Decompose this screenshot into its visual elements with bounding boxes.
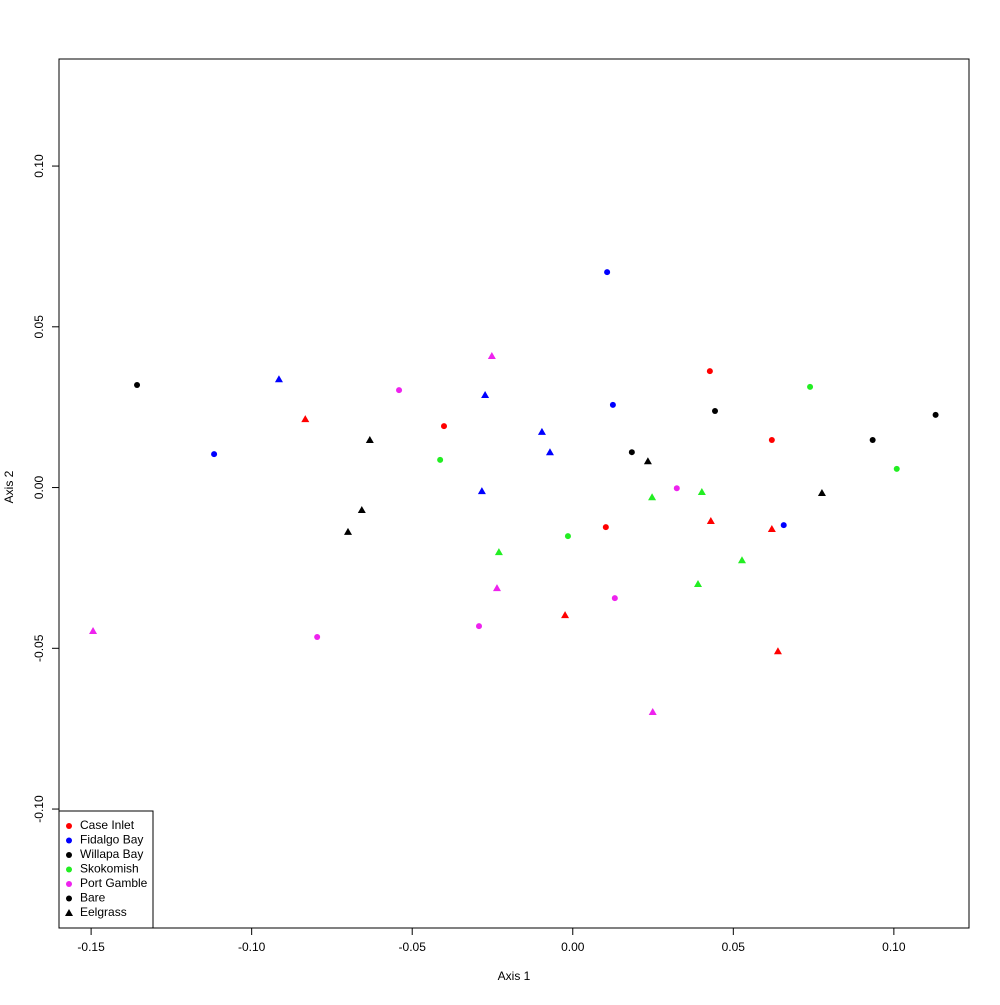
data-point	[211, 451, 218, 458]
x-tick-label: 0.00	[561, 940, 585, 954]
data-point	[487, 352, 496, 360]
data-point	[697, 488, 706, 496]
data-point	[537, 427, 546, 435]
legend-label: Case Inlet	[80, 818, 135, 832]
y-tick-label: 0.05	[32, 315, 46, 339]
data-point	[628, 449, 635, 456]
data-point	[737, 556, 746, 564]
data-point	[869, 436, 876, 443]
x-tick-label: -0.15	[77, 940, 105, 954]
data-point	[301, 415, 310, 423]
data-point	[602, 524, 609, 531]
data-point	[494, 548, 503, 556]
legend-box	[58, 810, 154, 929]
legend-label: Port Gamble	[80, 876, 148, 890]
data-point	[773, 647, 782, 655]
y-tick-label: -0.05	[32, 634, 46, 662]
data-point	[609, 401, 616, 408]
legend-marker	[66, 895, 72, 902]
y-axis-label: Axis 2	[2, 470, 16, 503]
legend-marker	[65, 909, 73, 916]
y-tick-label: -0.10	[32, 795, 46, 823]
data-point	[89, 626, 98, 634]
data-point	[481, 390, 490, 398]
y-tick-label: 0.00	[32, 476, 46, 500]
data-point	[134, 381, 141, 388]
data-point	[780, 522, 787, 529]
data-point	[437, 456, 444, 463]
data-point	[564, 533, 571, 540]
data-point	[441, 423, 447, 430]
data-point	[343, 527, 352, 535]
legend-label: Fidalgo Bay	[80, 833, 143, 847]
data-point	[643, 457, 652, 465]
x-tick-label: 0.05	[722, 940, 746, 954]
data-point	[492, 584, 501, 592]
data-point	[545, 448, 554, 456]
data-point	[712, 408, 719, 415]
data-point	[673, 485, 680, 492]
data-point	[807, 383, 814, 390]
data-point	[932, 411, 939, 418]
legend-marker	[66, 823, 72, 829]
x-tick-label: 0.10	[882, 940, 906, 954]
data-point	[693, 580, 702, 588]
legend-marker	[66, 837, 72, 844]
data-point	[767, 525, 776, 533]
data-point	[817, 489, 826, 497]
legend-label: Skokomish	[80, 862, 139, 876]
data-point	[477, 487, 486, 495]
legend-marker	[66, 881, 72, 887]
x-tick-label: -0.05	[399, 940, 427, 954]
data-point	[357, 506, 366, 514]
data-point	[611, 595, 618, 602]
data-point	[365, 435, 374, 443]
data-point	[648, 493, 657, 501]
legend-marker	[66, 866, 72, 873]
data-point	[396, 387, 403, 394]
x-tick-label: -0.10	[238, 940, 266, 954]
y-tick-label: 0.10	[32, 154, 46, 178]
x-axis-label: Axis 1	[498, 969, 531, 983]
legend-label: Willapa Bay	[80, 847, 143, 861]
data-point	[893, 465, 900, 472]
plot-frame	[58, 58, 970, 929]
data-point	[706, 516, 715, 524]
data-point	[561, 611, 570, 619]
data-point	[706, 368, 713, 375]
legend-marker	[66, 852, 72, 858]
data-point	[476, 623, 482, 630]
data-point	[314, 634, 321, 641]
data-point	[274, 375, 283, 383]
data-point	[648, 707, 657, 715]
legend-label: Eelgrass	[80, 905, 127, 919]
data-point	[768, 436, 775, 443]
data-point	[604, 269, 611, 276]
legend-label: Bare	[80, 891, 106, 905]
